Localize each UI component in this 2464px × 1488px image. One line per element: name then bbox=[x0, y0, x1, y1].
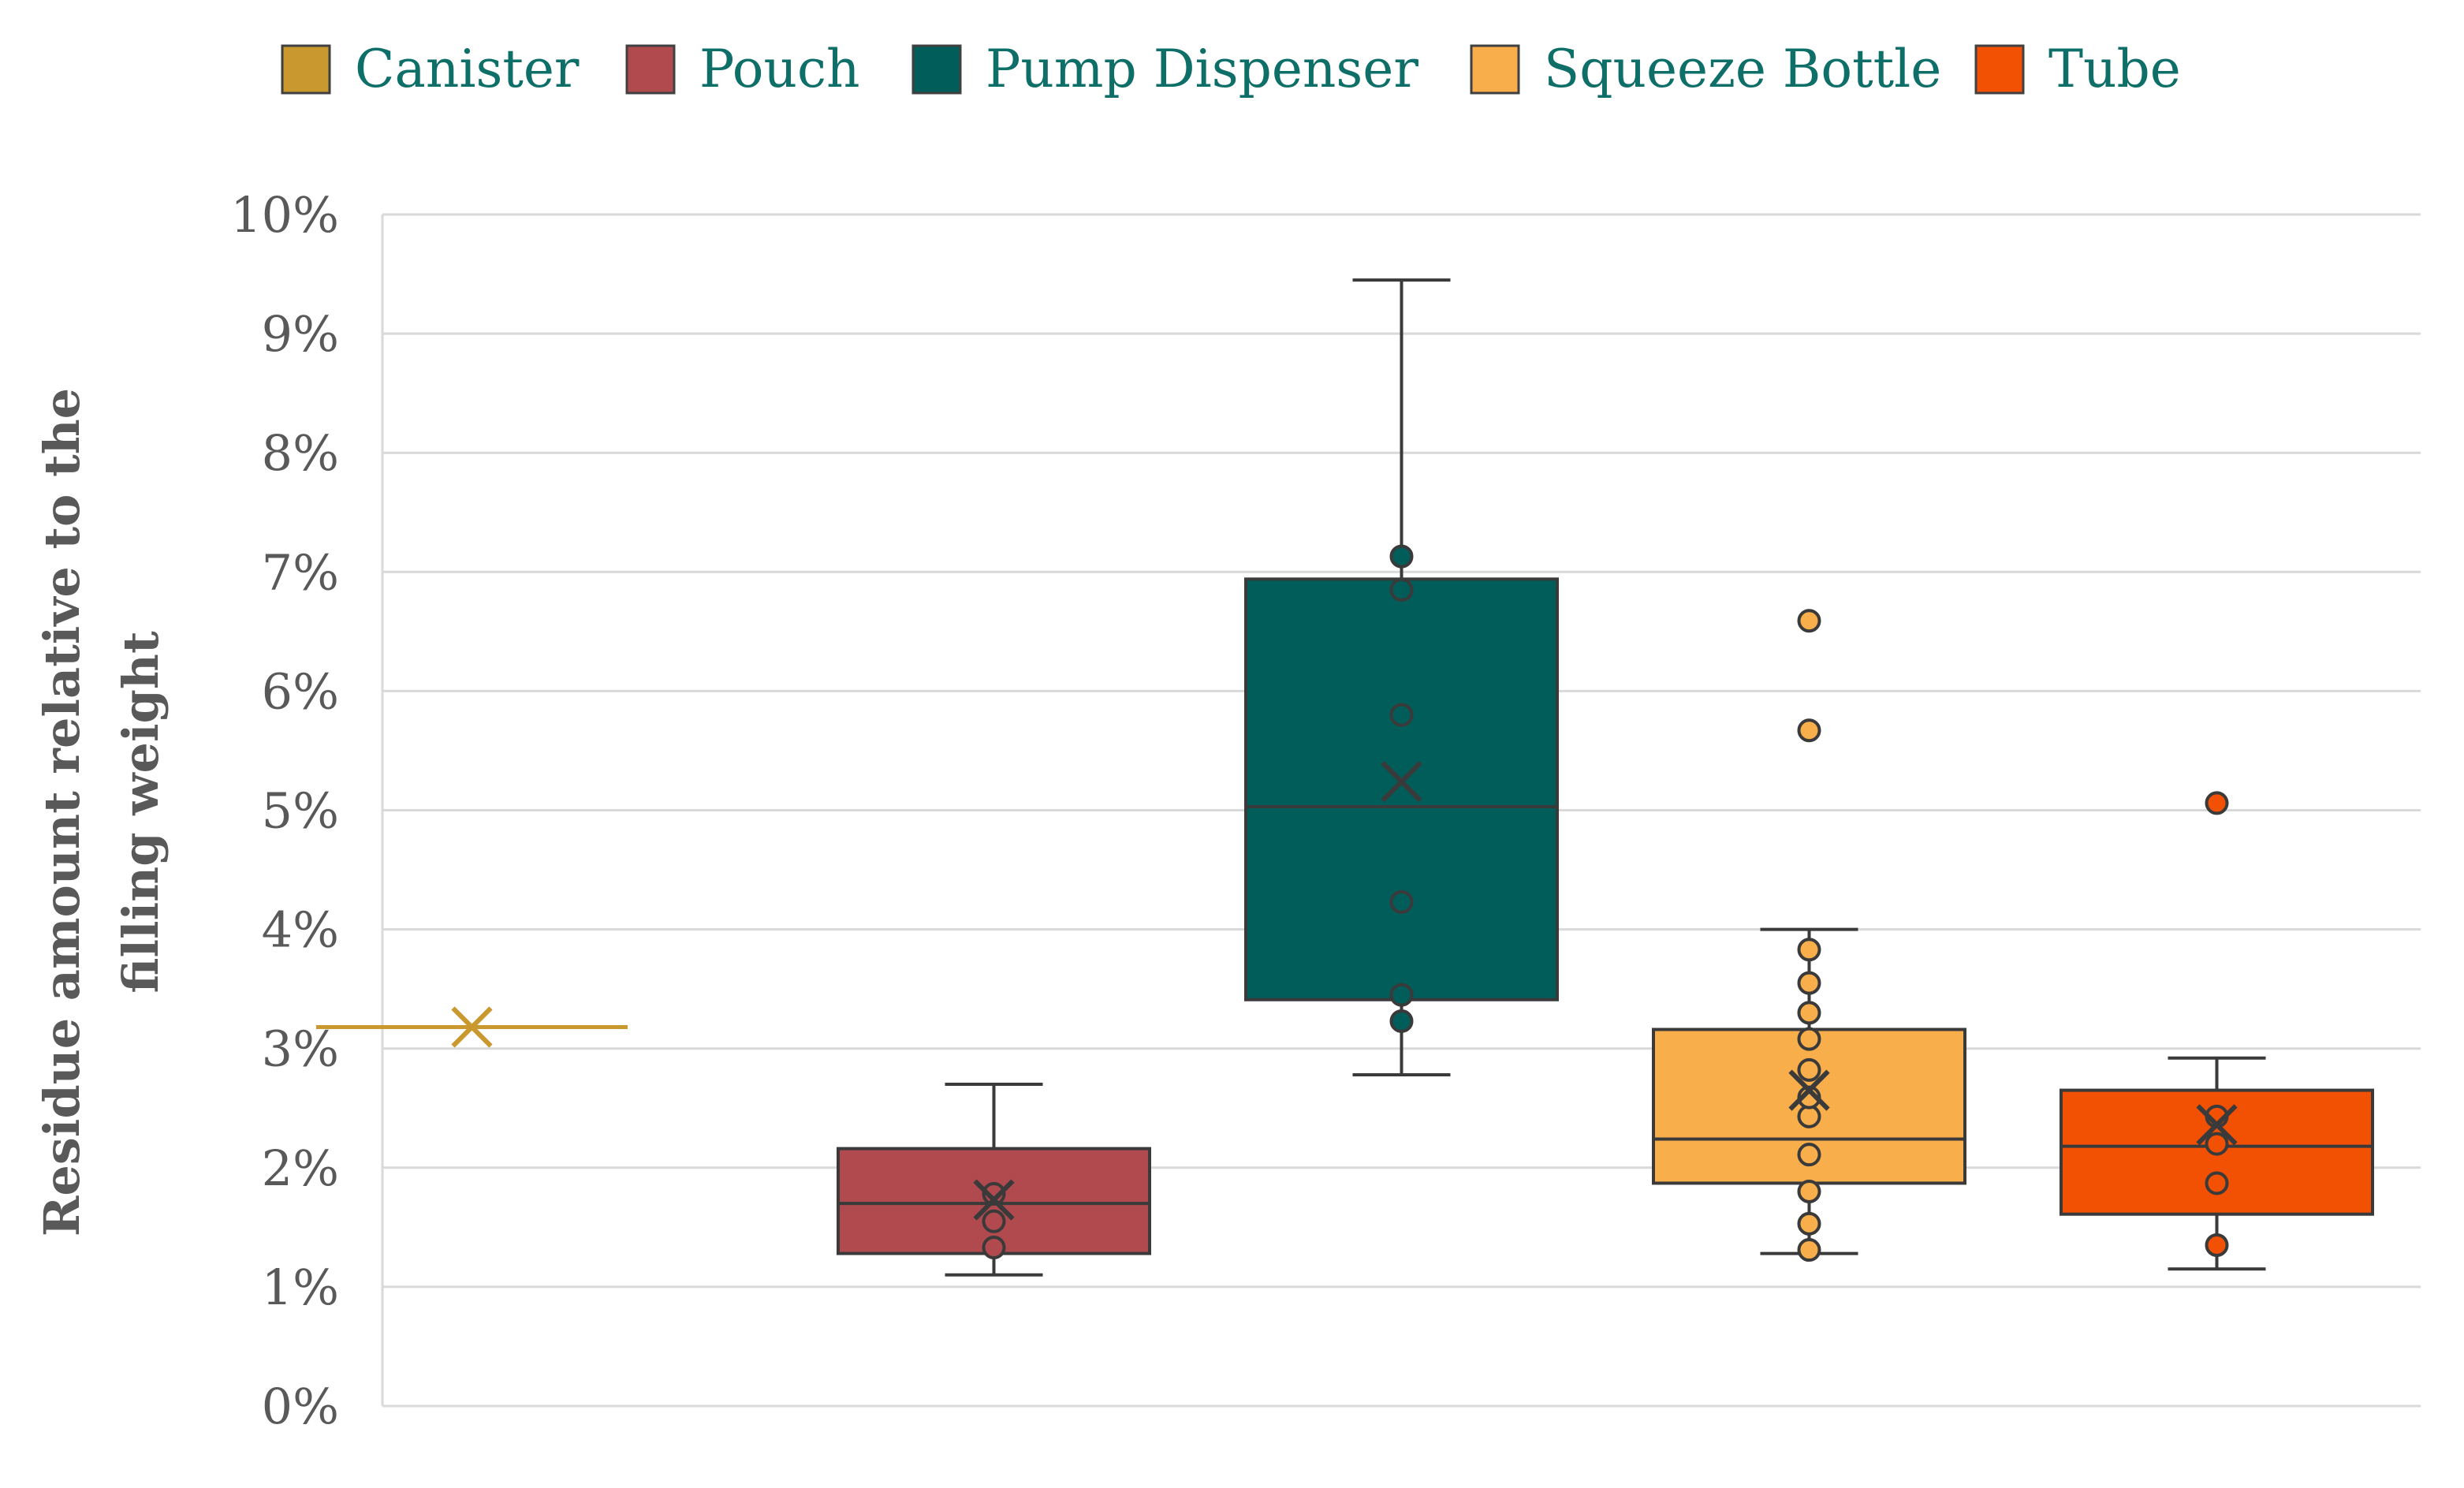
data-point bbox=[1797, 1027, 1821, 1051]
mean-marker bbox=[451, 1006, 493, 1048]
legend-label: Squeeze Bottle bbox=[1544, 39, 1941, 99]
box-canister bbox=[316, 1006, 628, 1048]
data-point bbox=[1797, 938, 1821, 962]
mean-marker bbox=[2196, 1104, 2238, 1146]
y-axis-title-line: filling weight bbox=[112, 631, 170, 994]
y-tick-label: 9% bbox=[262, 305, 339, 363]
mean-marker bbox=[973, 1179, 1015, 1221]
data-point bbox=[2205, 1171, 2229, 1195]
y-tick-label: 5% bbox=[262, 782, 339, 840]
y-tick-label: 0% bbox=[262, 1378, 339, 1435]
data-point bbox=[2205, 1132, 2229, 1156]
legend-label: Pouch bbox=[699, 39, 859, 99]
data-point bbox=[2205, 1233, 2229, 1258]
data-point bbox=[1389, 1009, 1414, 1033]
box-squeeze-bottle bbox=[1652, 609, 1966, 1262]
data-point bbox=[1797, 971, 1821, 995]
legend-swatch bbox=[1470, 44, 1520, 95]
box-tube bbox=[2060, 791, 2374, 1271]
data-point bbox=[1797, 1143, 1821, 1167]
y-tick-label: 7% bbox=[262, 543, 339, 601]
legend-swatch bbox=[625, 44, 676, 95]
data-point bbox=[1389, 577, 1414, 602]
boxes bbox=[316, 278, 2374, 1277]
y-axis-title: Residue amount relative to the filling we… bbox=[33, 388, 170, 1236]
iqr-box bbox=[1244, 577, 1559, 1001]
data-point bbox=[1797, 718, 1821, 743]
y-tick-label: 3% bbox=[262, 1020, 339, 1078]
data-point bbox=[982, 1182, 1006, 1206]
data-point bbox=[1797, 1180, 1821, 1204]
y-tick-label: 8% bbox=[262, 424, 339, 482]
y-axis-ticks: 0% 1% 2% 3% 4% 5% 6% 7% 8% 9% 10% bbox=[230, 186, 339, 1435]
mean-marker bbox=[1788, 1069, 1830, 1111]
y-tick-label: 1% bbox=[262, 1259, 339, 1316]
data-point bbox=[1389, 544, 1414, 569]
legend-label: Tube bbox=[2048, 39, 2181, 99]
legend: Canister Pouch Pump Dispenser Squeeze Bottl… bbox=[281, 39, 2181, 99]
legend-label: Pump Dispenser bbox=[986, 39, 1418, 99]
data-point bbox=[2205, 791, 2229, 815]
data-point bbox=[982, 1236, 1006, 1260]
data-point bbox=[1797, 1211, 1821, 1236]
legend-swatch bbox=[281, 44, 331, 95]
mean-marker bbox=[1381, 761, 1422, 803]
data-point bbox=[1797, 1001, 1821, 1025]
data-point bbox=[1797, 1057, 1821, 1082]
data-point bbox=[1797, 609, 1821, 633]
box-pouch bbox=[837, 1083, 1151, 1277]
data-point bbox=[1797, 1238, 1821, 1262]
data-point bbox=[1797, 1104, 1821, 1128]
data-point bbox=[982, 1209, 1006, 1233]
y-tick-label: 2% bbox=[262, 1139, 339, 1197]
legend-swatch bbox=[1974, 44, 2025, 95]
box-pump-dispenser bbox=[1244, 278, 1559, 1076]
data-point bbox=[1389, 703, 1414, 727]
data-point bbox=[1389, 889, 1414, 914]
y-axis-title-line: Residue amount relative to the bbox=[33, 388, 91, 1236]
y-tick-label: 10% bbox=[230, 186, 339, 244]
y-tick-label: 4% bbox=[262, 901, 339, 959]
y-tick-label: 6% bbox=[262, 662, 339, 720]
legend-label: Canister bbox=[355, 39, 580, 99]
legend-swatch bbox=[911, 44, 962, 95]
data-point bbox=[1389, 983, 1414, 1007]
